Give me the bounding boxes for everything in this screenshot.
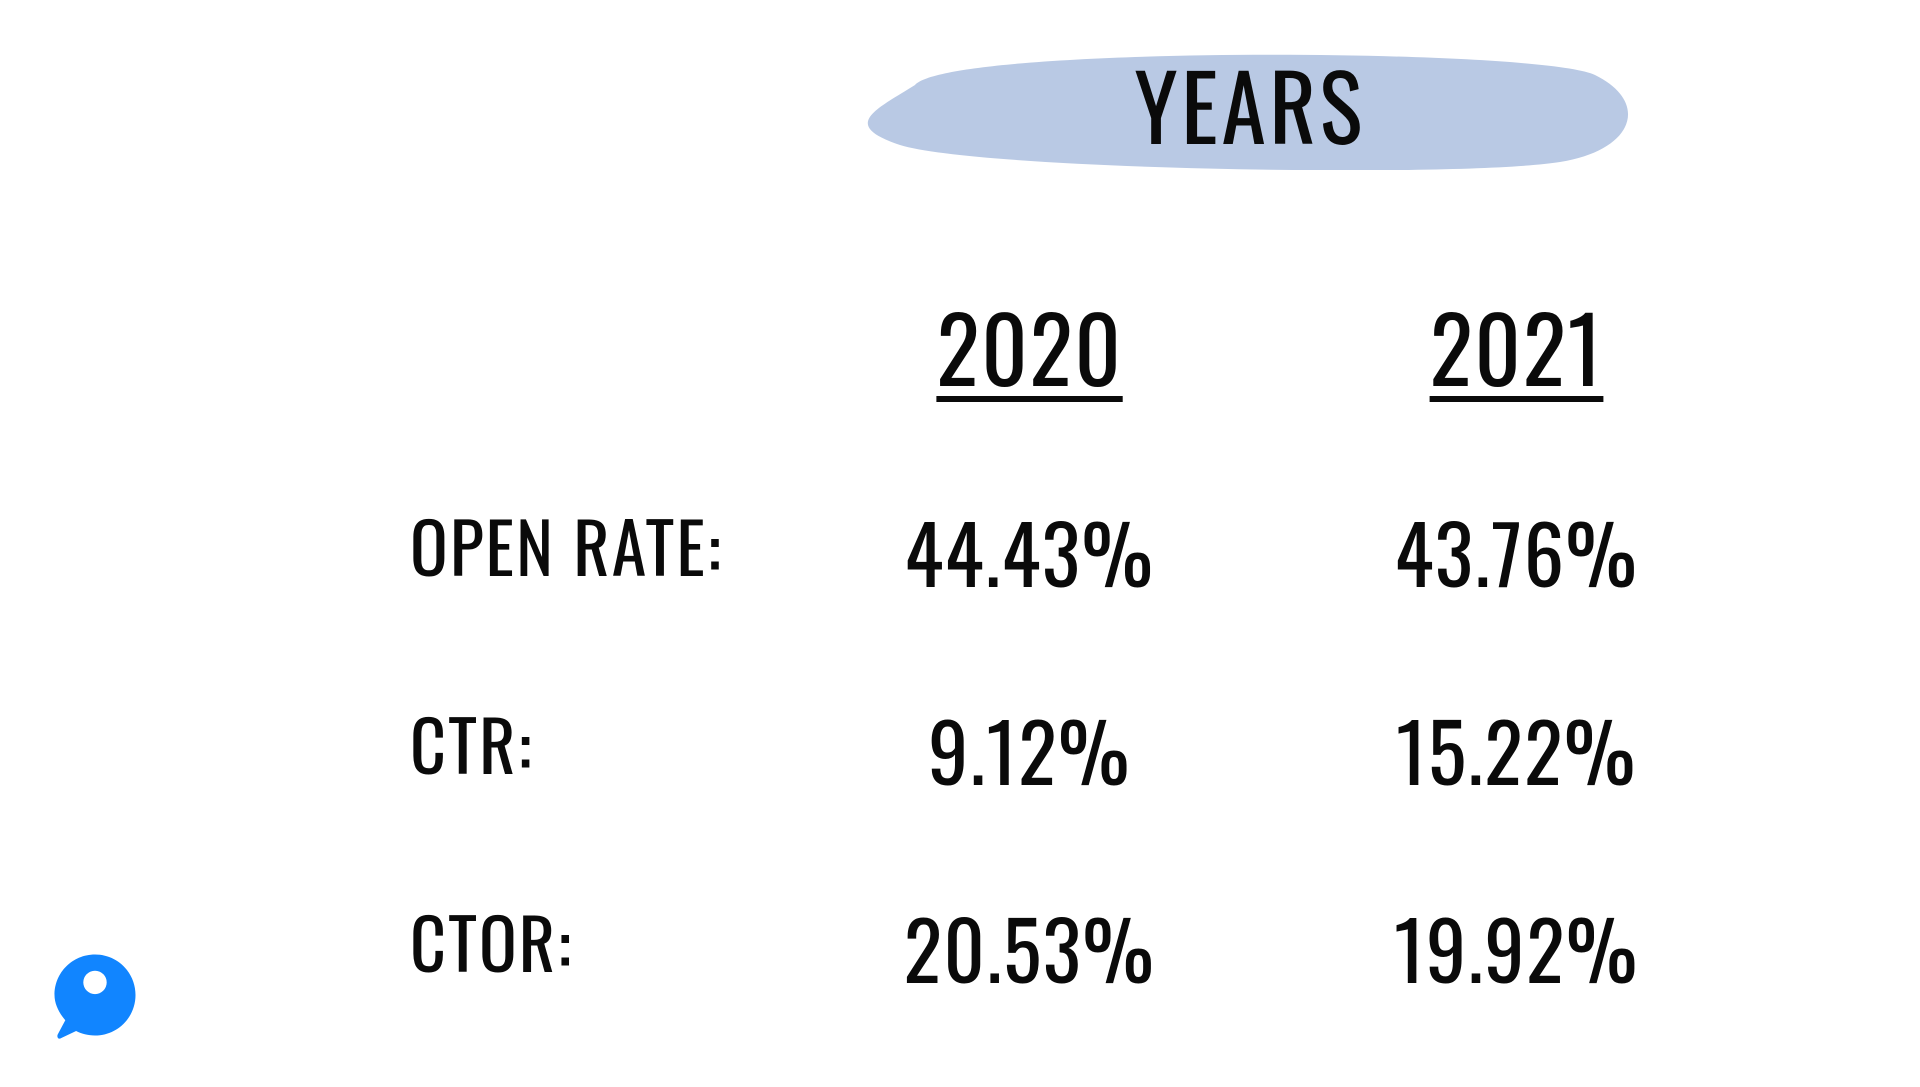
table-row: CTR: 9.12% 15.22% xyxy=(160,691,1760,809)
year-label: 2020 xyxy=(936,280,1122,413)
metric-value: 44.43% xyxy=(905,493,1155,611)
metric-label: Open Rate: xyxy=(410,493,723,597)
metric-value: 20.53% xyxy=(904,889,1156,1007)
year-col-0: 2020 xyxy=(786,280,1273,413)
metric-value: 15.22% xyxy=(1396,691,1637,809)
metrics-table: 2020 2021 Open Rate: 44.43% 43.76% CTR: … xyxy=(160,200,1760,1087)
year-col-1: 2021 xyxy=(1273,280,1760,413)
metric-label: CTOR: xyxy=(410,889,573,993)
metric-value: 19.92% xyxy=(1394,889,1639,1007)
metric-value: 9.12% xyxy=(928,691,1131,809)
popupsmart-logo-icon xyxy=(50,950,140,1040)
table-row: Open Rate: 44.43% 43.76% xyxy=(160,493,1760,611)
year-label: 2021 xyxy=(1430,280,1604,413)
metrics-label-spacer xyxy=(160,280,786,413)
metrics-infographic: YEARS 2020 2021 Open Rate: 44.43% 43.76%… xyxy=(160,40,1760,1087)
metric-value: 43.76% xyxy=(1395,493,1639,611)
metric-label: CTR: xyxy=(410,691,533,795)
table-row: CTOR: 20.53% 19.92% xyxy=(160,889,1760,1007)
years-header: YEARS xyxy=(160,40,1760,170)
years-title: YEARS xyxy=(860,40,1640,170)
year-header-row: 2020 2021 xyxy=(160,280,1760,413)
